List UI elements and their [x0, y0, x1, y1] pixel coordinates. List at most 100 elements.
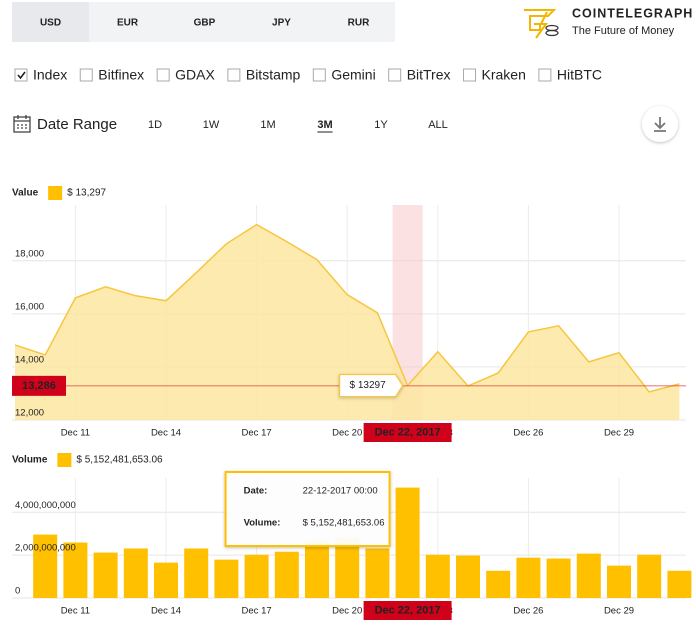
date-range-label: Date Range [37, 116, 117, 133]
bar [305, 540, 329, 598]
bar [123, 548, 148, 598]
bar [244, 554, 269, 598]
bar [667, 570, 692, 598]
exchange-label[interactable]: Index [33, 67, 67, 83]
x-marker-label: Dec 22, 2017 [375, 604, 441, 616]
tooltip-date: 22-12-2017 00:00 [303, 486, 378, 497]
x-tick-label: Dec 29 [604, 606, 634, 617]
range-option[interactable]: 1W [203, 119, 220, 131]
x-tick-label: Dec 11 [61, 606, 90, 617]
range-option[interactable]: 3M [317, 119, 332, 131]
checkbox[interactable] [388, 68, 402, 82]
checkbox[interactable] [538, 68, 552, 82]
line [14, 223, 680, 393]
tooltip-volume: $ 5,152,481,653.06 [303, 518, 385, 529]
y-tick-label: 18,000 [15, 248, 44, 259]
y-tick-label: 4,000,000,000 [15, 500, 76, 511]
x-tick-label: Dec 26 [513, 606, 543, 617]
tooltip-box [224, 471, 391, 547]
currency-tab[interactable]: EUR [117, 18, 139, 29]
checkbox[interactable] [227, 68, 241, 82]
range-option[interactable]: 1M [260, 119, 275, 131]
bar [456, 555, 480, 598]
bar [154, 562, 178, 598]
tooltip-key: Volume: [244, 518, 281, 529]
bar [214, 559, 239, 598]
legend-swatch [57, 453, 72, 467]
bar [546, 558, 571, 598]
download-button[interactable] [642, 106, 678, 142]
x-tick-label: Dec 26 [513, 428, 543, 439]
calendar-icon [13, 115, 31, 133]
x-marker-label: Dec 22, 2017 [375, 426, 441, 438]
x-tick-label: Dec 20 [332, 428, 362, 439]
checkbox[interactable] [14, 68, 28, 82]
range-option[interactable]: 1Y [374, 119, 388, 131]
logo-icon [524, 9, 559, 39]
checkbox[interactable] [156, 68, 170, 82]
checkmark [17, 71, 26, 80]
bar [576, 553, 601, 598]
bar [637, 554, 662, 598]
y-tick-label: 12,000 [15, 408, 44, 419]
currency-tab[interactable]: RUR [348, 18, 370, 29]
legend-readout: $ 13,297 [67, 188, 106, 199]
checkbox[interactable] [79, 68, 93, 82]
range-option[interactable]: 1D [148, 119, 162, 131]
crosshair-label: 13,286 [22, 380, 56, 392]
bar [33, 534, 58, 598]
x-marker-box [363, 601, 452, 620]
exchange-label[interactable]: Bitstamp [246, 67, 301, 83]
crosshair-label-box [12, 375, 66, 396]
exchange-label[interactable]: BitTrex [407, 67, 451, 83]
range-option[interactable]: ALL [428, 119, 448, 131]
currency-tab[interactable]: GBP [194, 18, 216, 29]
x-tick-label: Dec 14 [151, 606, 181, 617]
x-marker-box [363, 423, 452, 442]
y-tick-label: 0 [15, 586, 20, 597]
bar [93, 552, 118, 598]
checkbox[interactable] [463, 68, 477, 82]
logo-tagline: The Future of Money [572, 25, 675, 37]
y-tick-label: 14,000 [15, 354, 44, 365]
exchange-label[interactable]: Gemini [331, 67, 375, 83]
exchange-label[interactable]: GDAX [175, 67, 215, 83]
bar [486, 570, 511, 598]
chart-title: Value [12, 188, 39, 199]
bar [335, 537, 360, 598]
legend-readout: $ 5,152,481,653.06 [76, 455, 163, 466]
tooltip-key: Date: [244, 486, 268, 497]
tooltip-box [339, 373, 404, 398]
exchange-label[interactable]: HitBTC [557, 67, 602, 83]
currency-tab-selected[interactable] [12, 2, 89, 42]
legend-swatch [48, 186, 63, 200]
logo-name: COINTELEGRAPH [572, 6, 693, 20]
bar [425, 554, 450, 598]
x-tick-label: Dec 17 [242, 428, 272, 439]
x-tick-label: Dec 20 [332, 606, 362, 617]
bar [365, 548, 390, 598]
x-tick-label: Dec 14 [151, 428, 181, 439]
area [15, 224, 680, 420]
x-tick-label: Dec 17 [242, 606, 272, 617]
bar [395, 487, 420, 598]
y-tick-label: 2,000,000,000 [15, 543, 76, 554]
currency-tab[interactable]: USD [40, 18, 61, 29]
checkbox[interactable] [312, 68, 326, 82]
bar [607, 565, 631, 598]
chart-title: Volume [12, 455, 48, 466]
currency-tab[interactable]: JPY [272, 18, 291, 29]
y-tick-label: 16,000 [15, 301, 44, 312]
bar [274, 551, 299, 598]
bar [63, 542, 88, 598]
x-tick-label: Dec 29 [604, 428, 634, 439]
exchange-label[interactable]: Bitfinex [98, 67, 144, 83]
download-icon [654, 117, 666, 132]
x-tick-label: Dec 11 [61, 428, 90, 439]
exchange-label[interactable]: Kraken [482, 67, 526, 83]
tooltip-label: $ 13297 [350, 380, 387, 391]
bar [184, 548, 209, 598]
bar [516, 557, 541, 598]
